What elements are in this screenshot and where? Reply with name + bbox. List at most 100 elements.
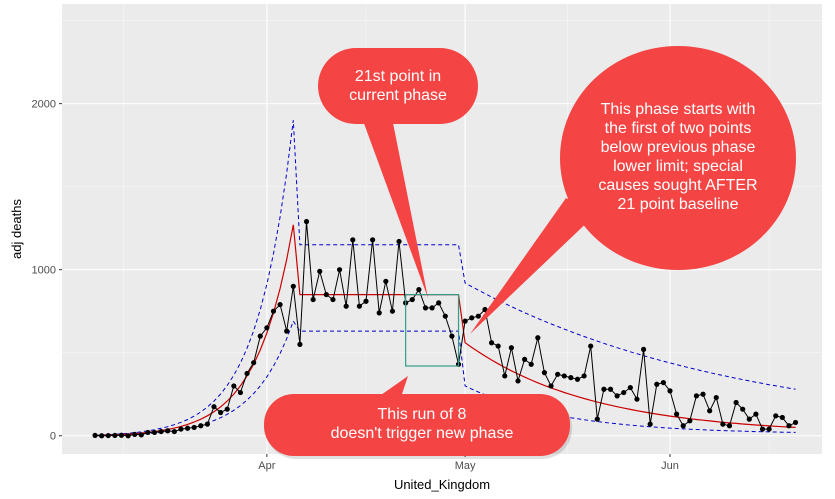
control-limits [94,120,796,437]
data-point [759,426,766,432]
data-point [740,406,746,412]
data-point [270,308,277,314]
data-point [376,310,382,316]
data-point [700,391,706,397]
data-point [667,388,673,394]
data-point [449,333,455,339]
data-point [218,409,224,416]
data-point [522,356,528,362]
data-point [713,394,719,401]
data-point [442,313,448,319]
data-point [535,335,541,341]
data-point [257,333,263,339]
callout-phase-start: This phase starts with the first of two … [598,101,758,213]
data-point [184,425,191,431]
data-point [561,373,567,379]
data-point [726,423,733,429]
data-point [336,267,343,273]
data-point [99,433,105,439]
data-point [343,303,349,309]
data-point [779,414,785,421]
data-point [786,423,792,429]
data-point [211,404,217,410]
data-point [720,421,726,427]
data-point [588,343,594,349]
bubble-21st-point [318,48,478,124]
data-point [118,432,125,438]
data-point [568,375,574,381]
data-point [389,308,396,314]
lower-limit-line [94,320,796,437]
data-point [330,296,336,303]
highlight-box [405,293,460,367]
data-point [284,328,290,334]
data-point [165,428,171,434]
data-point [462,318,468,324]
data-point [647,421,653,427]
data-point [693,393,700,399]
data-point [607,386,614,392]
callout-run-of-8: This run of 8 doesn't trigger new phase [330,406,514,442]
data-point [290,283,296,289]
data-point [621,389,627,396]
data-point [574,376,581,382]
data-point [680,423,686,429]
data-point [198,423,204,429]
data-point [409,296,415,303]
pointer-21st-point [362,118,428,298]
data-point [105,432,111,439]
data-point [707,408,713,414]
pointer-phase-start [470,198,596,334]
y-tick-label: 2000 [32,99,56,111]
data-point [555,371,561,377]
data-point [627,384,633,391]
data-point [753,411,759,417]
y-axis-label: adj deaths [9,199,24,259]
x-tick-label: May [455,460,476,472]
data-point [303,218,310,225]
data-point [654,381,660,387]
data-point [297,341,303,348]
data-point [363,298,369,304]
data-point [548,383,554,389]
data-point [310,296,316,303]
data-point [581,373,587,379]
data-series [92,218,799,439]
data-point [429,305,435,311]
data-point [614,393,620,399]
data-point [178,426,184,432]
data-point [660,379,666,386]
data-point [323,291,329,298]
data-point [132,431,138,438]
data-point [436,300,442,306]
data-point [601,386,607,392]
data-point [488,340,495,346]
y-tick-label: 1000 [32,265,56,277]
data-point [746,416,752,422]
data-point [508,345,514,351]
y-axis-ticks: 0 1000 2000 [32,99,62,443]
data-point [224,406,230,412]
data-point [541,370,548,376]
data-point [502,373,508,379]
data-point [277,301,283,308]
data-point [237,389,244,396]
data-point [231,383,237,389]
data-point [125,433,131,439]
data-point [171,428,177,435]
x-axis-label: United_Kingdom [394,477,490,492]
data-point [687,418,693,424]
data-point [733,399,739,406]
data-point [138,432,144,438]
data-point [145,429,151,436]
data-point [640,346,647,352]
data-point [528,361,534,367]
data-point [317,268,323,274]
data-point [204,421,210,427]
data-point [495,343,501,349]
x-axis-ticks: Apr May Jun [258,454,679,472]
data-point [158,428,164,435]
data-point [475,313,481,319]
data-point [92,432,98,439]
